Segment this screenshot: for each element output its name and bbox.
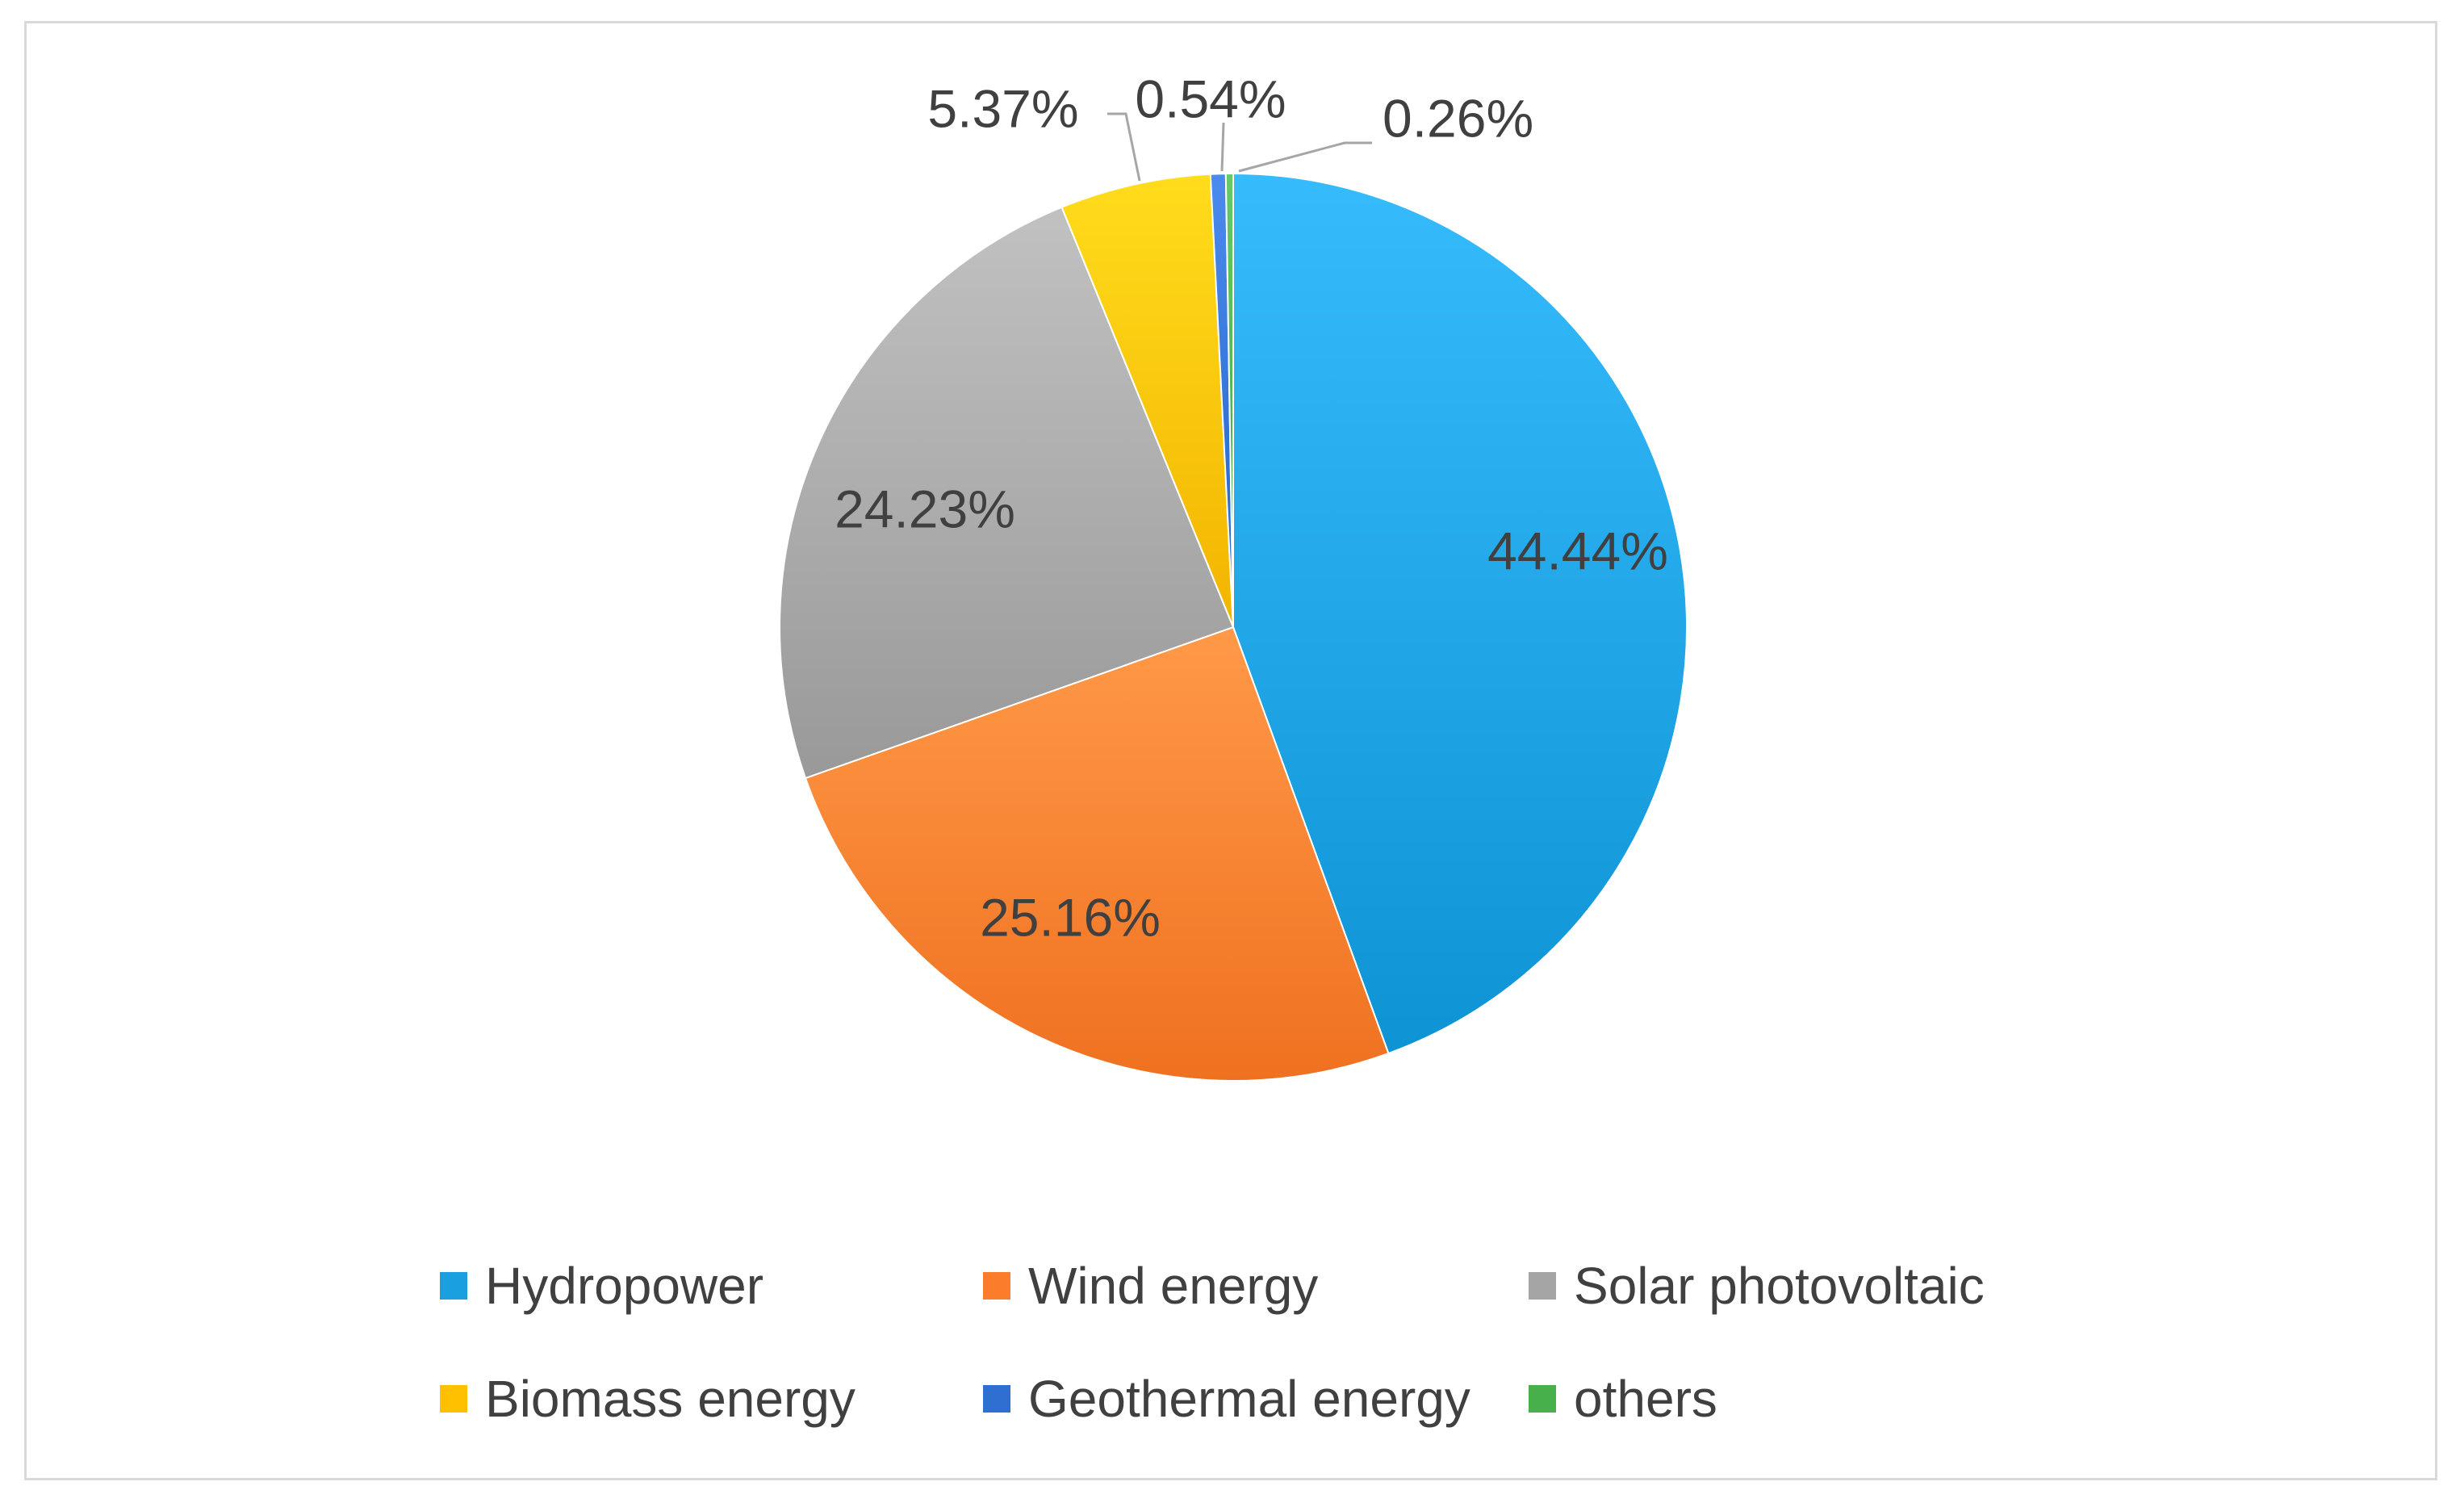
leader-line-biomass-energy (1107, 112, 1141, 182)
legend-swatch-hydropower (440, 1272, 467, 1300)
legend-swatch-solar-photovoltaic (1529, 1272, 1556, 1300)
data-label-hydropower: 44.44% (1487, 521, 1668, 580)
legend-item-biomass-energy[interactable]: Biomass energy (440, 1369, 855, 1429)
leader-line-geothermal-energy (1220, 122, 1225, 172)
legend-item-others[interactable]: others (1529, 1369, 1717, 1429)
data-label-biomass-energy: 5.37% (927, 78, 1078, 138)
leader-lines-layer (1107, 112, 1372, 182)
legend-label-others: others (1574, 1370, 1717, 1428)
legend-label-biomass-energy: Biomass energy (485, 1370, 855, 1428)
legend-swatch-geothermal-energy (983, 1385, 1010, 1413)
legend-swatch-biomass-energy (440, 1385, 467, 1413)
data-label-geothermal-energy: 0.54% (1135, 69, 1286, 128)
legend-label-wind-energy: Wind energy (1028, 1257, 1319, 1315)
pie-slice-biomass-energy[interactable] (1060, 173, 1234, 628)
pie-slice-hydropower[interactable] (1232, 172, 1688, 1055)
legend-label-solar-photovoltaic: Solar photovoltaic (1574, 1257, 1985, 1315)
legend-swatch-others (1529, 1385, 1556, 1413)
legend-item-solar-photovoltaic[interactable]: Solar photovoltaic (1529, 1256, 1985, 1316)
legend-label-hydropower: Hydropower (485, 1257, 764, 1315)
legend-item-geothermal-energy[interactable]: Geothermal energy (983, 1369, 1470, 1429)
data-labels-layer: 44.44% 25.16% 24.23% 5.37% 0.54% 0.26% (835, 69, 1668, 947)
pie-slice-wind-energy[interactable] (804, 626, 1390, 1082)
legend-swatch-wind-energy (983, 1272, 1010, 1300)
data-label-wind-energy: 25.16% (980, 887, 1161, 947)
leader-line-others (1238, 141, 1372, 173)
legend-label-geothermal-energy: Geothermal energy (1028, 1370, 1470, 1428)
pie-slice-others[interactable] (1224, 172, 1234, 628)
data-label-others: 0.26% (1383, 88, 1533, 148)
legend-item-wind-energy[interactable]: Wind energy (983, 1256, 1318, 1316)
slices-layer (779, 172, 1688, 1082)
legend-item-hydropower[interactable]: Hydropower (440, 1256, 763, 1316)
data-label-solar-photovoltaic: 24.23% (835, 479, 1015, 538)
